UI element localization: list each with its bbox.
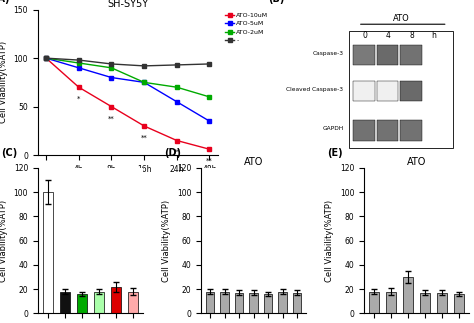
Title: ATO: ATO [244,157,263,167]
FancyBboxPatch shape [377,45,398,65]
Title: SH-SY5Y: SH-SY5Y [107,0,148,9]
ATO-2uM [174,85,180,89]
ATO-10uM [76,85,82,89]
FancyBboxPatch shape [353,81,375,101]
Text: 4: 4 [386,31,391,40]
Bar [60,291,70,313]
Y-axis label: Cell Viability(%ATP): Cell Viability(%ATP) [162,200,171,282]
Text: **: ** [206,158,213,164]
Text: h: h [431,31,436,40]
Text: Caspase-3: Caspase-3 [312,51,344,56]
Text: 0: 0 [363,31,367,40]
ATO-10uM [109,105,114,109]
ATO-5uM [43,56,49,60]
FancyBboxPatch shape [400,81,422,101]
Text: **: ** [173,149,180,155]
Bar [386,291,396,313]
Text: Cleaved Caspase-3: Cleaved Caspase-3 [286,87,344,92]
ATO-2uM [43,56,49,60]
Y-axis label: Cell Viability(%ATP): Cell Viability(%ATP) [0,200,8,282]
Text: GAPDH: GAPDH [322,126,344,131]
Bar [249,293,258,313]
Bar [437,293,447,313]
Title: ATO: ATO [407,157,426,167]
- [43,56,49,60]
ATO-5uM [207,119,212,123]
- [141,64,147,68]
Bar [369,291,379,313]
Bar [403,277,413,313]
Text: ATO: ATO [392,14,410,23]
ATO-10uM [43,56,49,60]
ATO-2uM [109,66,114,70]
ATO-10uM [174,139,180,142]
Line: -: - [44,56,211,68]
FancyBboxPatch shape [400,120,422,141]
Text: (A): (A) [0,0,9,5]
Bar [235,293,244,313]
Bar [293,293,301,313]
Bar [43,192,53,313]
Bar [128,291,138,313]
ATO-2uM [141,80,147,84]
Bar [77,294,87,313]
Text: (B): (B) [268,0,284,5]
Bar [278,291,287,313]
- [109,62,114,66]
Bar [264,294,273,313]
Line: ATO-2uM: ATO-2uM [44,56,211,99]
Y-axis label: Cell Viability(%ATP): Cell Viability(%ATP) [325,200,334,282]
Line: ATO-5uM: ATO-5uM [44,56,211,123]
FancyBboxPatch shape [400,45,422,65]
Line: ATO-10uM: ATO-10uM [44,56,211,151]
Bar [94,291,104,313]
- [207,62,212,66]
Bar [206,291,214,313]
FancyBboxPatch shape [353,45,375,65]
ATO-5uM [109,76,114,79]
FancyBboxPatch shape [353,120,375,141]
Text: 8: 8 [410,31,414,40]
ATO-2uM [76,61,82,65]
Bar [420,293,430,313]
Text: *: * [77,96,81,102]
Text: **: ** [108,115,115,121]
Bar [220,291,229,313]
Text: (D): (D) [164,148,181,158]
ATO-5uM [174,100,180,104]
Bar [111,287,121,313]
ATO-5uM [76,66,82,70]
ATO-5uM [141,80,147,84]
Text: (C): (C) [1,148,18,158]
Y-axis label: Cell Viability(%ATP): Cell Viability(%ATP) [0,41,8,123]
- [76,58,82,62]
ATO-10uM [207,147,212,151]
Legend: ATO-10uM, ATO-5uM, ATO-2uM, -: ATO-10uM, ATO-5uM, ATO-2uM, - [223,10,271,46]
Bar [454,294,465,313]
- [174,63,180,67]
FancyBboxPatch shape [377,120,398,141]
ATO-2uM [207,95,212,99]
Text: **: ** [141,135,147,141]
Text: (E): (E) [327,148,343,158]
ATO-10uM [141,124,147,128]
FancyBboxPatch shape [377,81,398,101]
